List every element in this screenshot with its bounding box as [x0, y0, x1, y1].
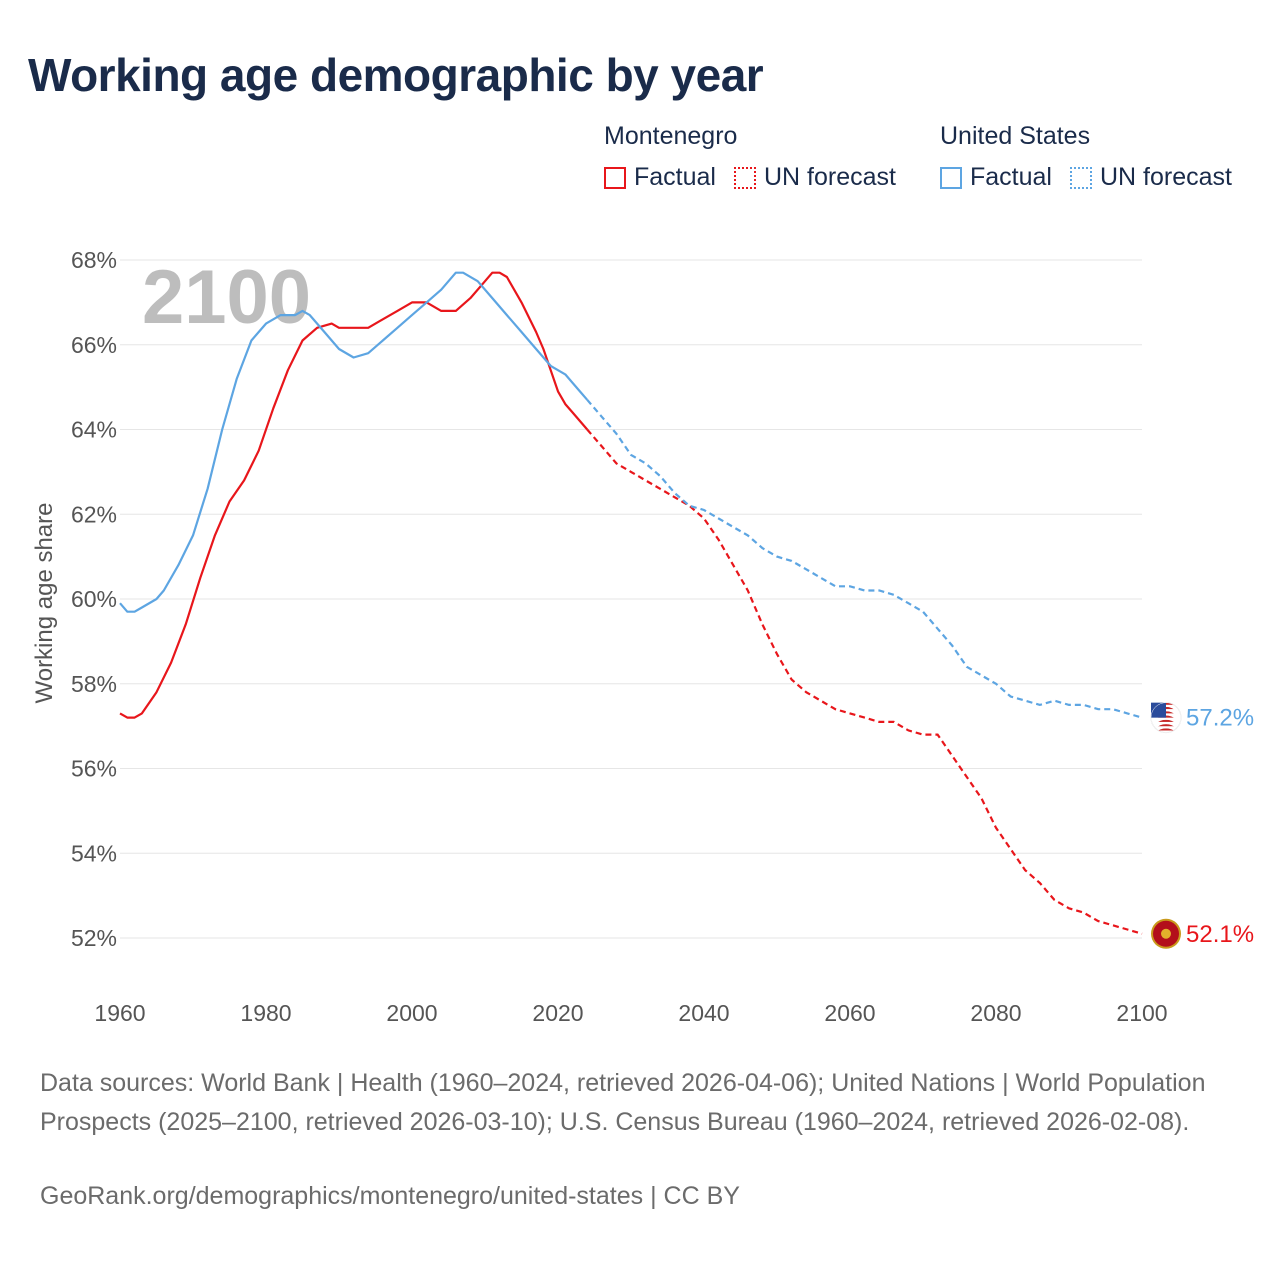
- united-states-factual-line: [119, 271, 589, 613]
- united-states-flag-icon: [1150, 702, 1182, 734]
- y-axis-label: Working age share: [31, 503, 58, 704]
- x-tick-label: 2100: [1116, 1000, 1167, 1026]
- y-tick-label: 52%: [71, 925, 117, 951]
- x-tick-label: 2060: [824, 1000, 875, 1026]
- montenegro-factual-line: [119, 271, 589, 719]
- montenegro-flag-icon: [1151, 918, 1181, 949]
- legend-swatch-solid-icon: [604, 166, 626, 189]
- legend-united-states-factual[interactable]: Factual: [940, 163, 1052, 192]
- legend-label: UN forecast: [763, 163, 896, 191]
- year-watermark: 2100: [142, 255, 311, 340]
- x-tick-label: 2040: [678, 1000, 729, 1026]
- legend-united-states: United States Factual UN forecast: [940, 122, 1232, 192]
- legend-montenegro-title: Montenegro: [604, 122, 738, 150]
- legend-swatch-dotted-icon: [733, 166, 756, 189]
- x-tick-label: 1980: [240, 1000, 291, 1026]
- y-tick-label: 68%: [71, 247, 117, 273]
- y-tick-label: 56%: [71, 756, 117, 782]
- y-tick-label: 66%: [71, 332, 117, 358]
- montenegro-end-value-label: 52.1%: [1186, 921, 1254, 948]
- legend-swatch-dotted-icon: [1069, 166, 1092, 189]
- legend-swatch-solid-icon: [940, 166, 962, 189]
- legend-montenegro-factual[interactable]: Factual: [604, 163, 716, 192]
- x-tick-label: 2080: [970, 1000, 1021, 1026]
- y-tick-label: 62%: [71, 501, 117, 527]
- y-tick-label: 64%: [71, 417, 117, 443]
- legend-united-states-title: United States: [940, 122, 1091, 150]
- legend-montenegro: Montenegro Factual UN forecast: [604, 122, 914, 192]
- chart-title: Working age demographic by year: [28, 49, 764, 101]
- x-tick-label: 2020: [532, 1000, 583, 1026]
- credit-link[interactable]: GeoRank.org/demographics/montenegro/unit…: [40, 1182, 740, 1210]
- legend-label: UN forecast: [1099, 163, 1232, 191]
- x-tick-label: 2000: [386, 1000, 437, 1026]
- montenegro-forecast-line: [586, 428, 1143, 935]
- united-states-end-value-label: 57.2%: [1186, 705, 1254, 732]
- data-sources-note: Data sources: World Bank | Health (1960–…: [40, 1069, 1206, 1136]
- legend-united-states-forecast[interactable]: UN forecast: [1069, 163, 1232, 192]
- legend-label: Factual: [970, 163, 1052, 191]
- x-tick-label: 1960: [94, 1000, 145, 1026]
- y-tick-label: 60%: [71, 586, 117, 612]
- legend-label: Factual: [634, 163, 716, 191]
- united-states-forecast-line: [586, 399, 1143, 719]
- y-tick-label: 54%: [71, 840, 117, 866]
- legend-montenegro-forecast[interactable]: UN forecast: [733, 163, 896, 192]
- y-tick-label: 58%: [71, 671, 117, 697]
